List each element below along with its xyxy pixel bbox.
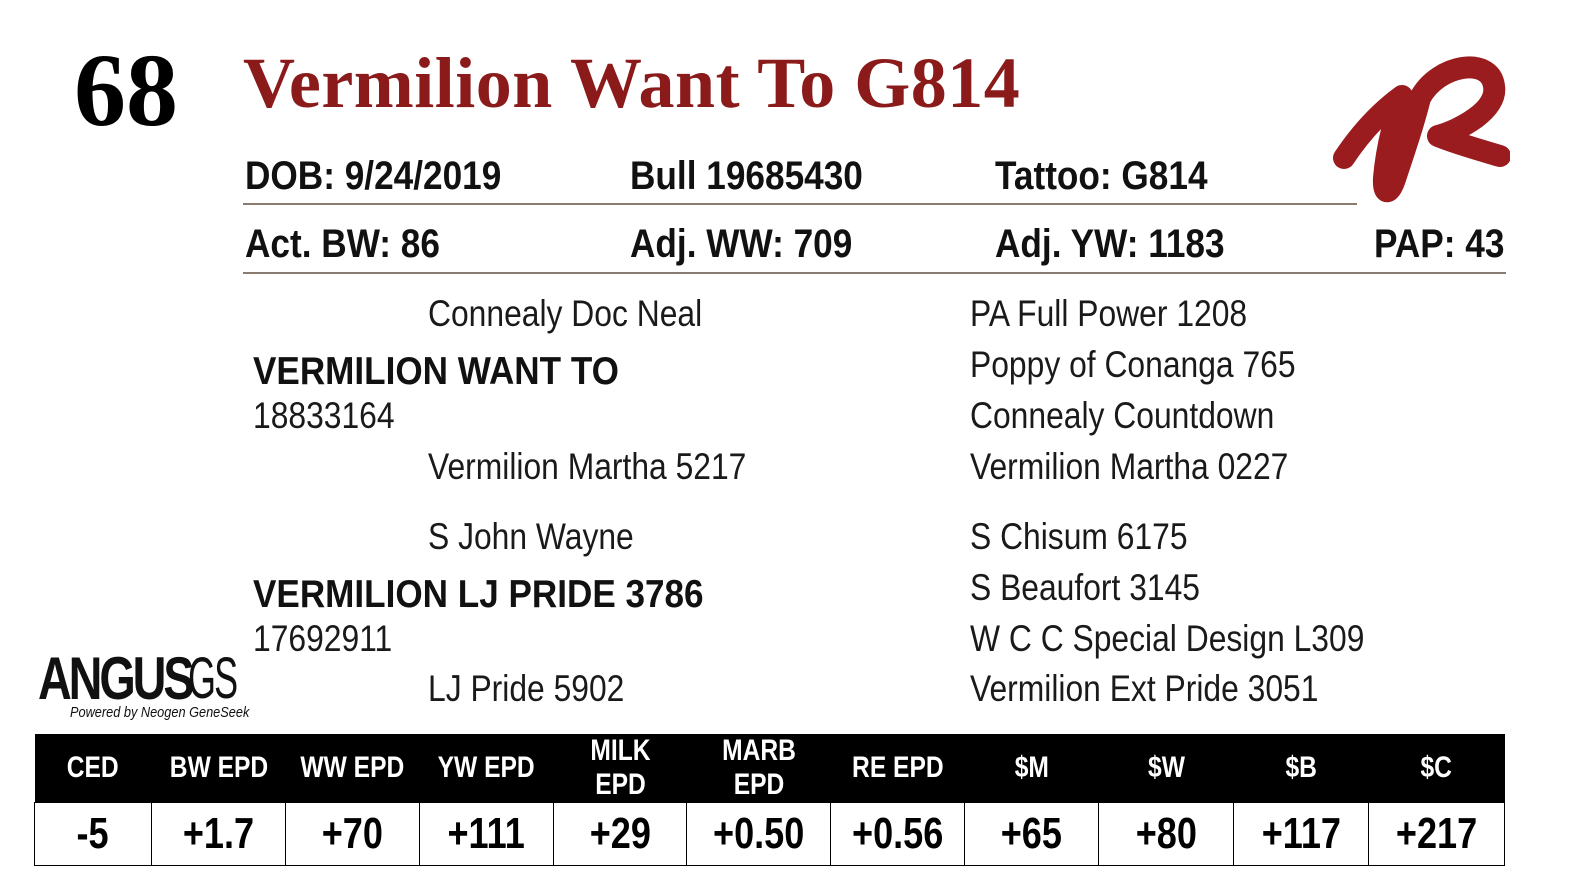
ancestor-entry: S Beaufort 3145 <box>970 567 1200 608</box>
gs-logo-text: GS <box>188 646 238 711</box>
ancestor-entry: W C C Special Design L309 <box>970 618 1365 659</box>
epd-value-cell: -5 <box>34 802 152 866</box>
epd-header-cell: MARB EPD <box>686 734 831 803</box>
tattoo-field: Tattoo: G814 <box>995 154 1208 198</box>
epd-value-row: -5 +1.7 +70 +111 +29 +0.50 +0.56 +65 +80… <box>34 802 1505 866</box>
sire-name: VERMILION WANT TO <box>253 350 619 393</box>
lot-number: 68 <box>74 33 178 148</box>
ancestor-entry: Vermilion Ext Pride 3051 <box>970 668 1319 709</box>
ancestor-entry: PA Full Power 1208 <box>970 293 1248 334</box>
dob-field: DOB: 9/24/2019 <box>245 154 502 198</box>
dam-dam: LJ Pride 5902 <box>428 668 625 709</box>
ancestor-entry: S Chisum 6175 <box>970 516 1188 557</box>
vr-brand-logo <box>1333 56 1510 203</box>
birth-weight-field: Act. BW: 86 <box>245 222 440 266</box>
epd-header-cell: WW EPD <box>285 734 420 803</box>
epd-value-cell: +70 <box>285 802 420 866</box>
epd-header-cell: YW EPD <box>419 734 554 803</box>
registration-field: Bull 19685430 <box>630 154 863 198</box>
epd-value-cell: +217 <box>1368 802 1505 866</box>
ancestor-entry: Vermilion Martha 0227 <box>970 446 1289 487</box>
epd-value-cell: +111 <box>419 802 554 866</box>
ancestor-entry: Connealy Countdown <box>970 395 1275 436</box>
epd-value-cell: +1.7 <box>151 802 286 866</box>
epd-value-cell: +29 <box>553 802 687 866</box>
dam-sire: S John Wayne <box>428 516 634 557</box>
animal-name: Vermilion Want To G814 <box>243 43 1021 123</box>
sire-dam: Vermilion Martha 5217 <box>428 446 747 487</box>
epd-header-cell: RE EPD <box>830 734 965 803</box>
dam-name: VERMILION LJ PRIDE 3786 <box>253 573 704 616</box>
epd-header-cell: CED <box>34 734 152 803</box>
epd-header-cell: BW EPD <box>151 734 286 803</box>
epd-value-cell: +65 <box>964 802 1099 866</box>
angus-logo-text: ANGUS <box>38 645 195 712</box>
epd-header-cell: $C <box>1368 734 1505 803</box>
epd-header-cell: $B <box>1233 734 1369 803</box>
sire-sire: Connealy Doc Neal <box>428 293 703 334</box>
epd-table: CED BW EPD WW EPD YW EPD MILK EPD MARB E… <box>34 734 1505 866</box>
epd-value-cell: +0.56 <box>830 802 965 866</box>
weaning-weight-field: Adj. WW: 709 <box>630 222 853 266</box>
epd-value-cell: +117 <box>1233 802 1369 866</box>
pap-field: PAP: 43 <box>1374 222 1505 266</box>
epd-header-row: CED BW EPD WW EPD YW EPD MILK EPD MARB E… <box>34 734 1505 803</box>
sire-registration: 18833164 <box>253 395 395 436</box>
angus-gs-logo: ANGUS GS Powered by Neogen GeneSeek <box>38 645 249 728</box>
epd-header-cell: MILK EPD <box>553 734 687 803</box>
epd-value-cell: +0.50 <box>686 802 831 866</box>
divider-line <box>243 203 1357 205</box>
divider-line <box>243 272 1506 274</box>
yearling-weight-field: Adj. YW: 1183 <box>995 222 1225 266</box>
ancestor-entry: Poppy of Conanga 765 <box>970 344 1296 385</box>
epd-header-cell: $W <box>1098 734 1234 803</box>
dam-registration: 17692911 <box>253 618 393 659</box>
epd-value-cell: +80 <box>1098 802 1234 866</box>
epd-header-cell: $M <box>964 734 1099 803</box>
logo-tagline: Powered by Neogen GeneSeek <box>70 704 250 721</box>
